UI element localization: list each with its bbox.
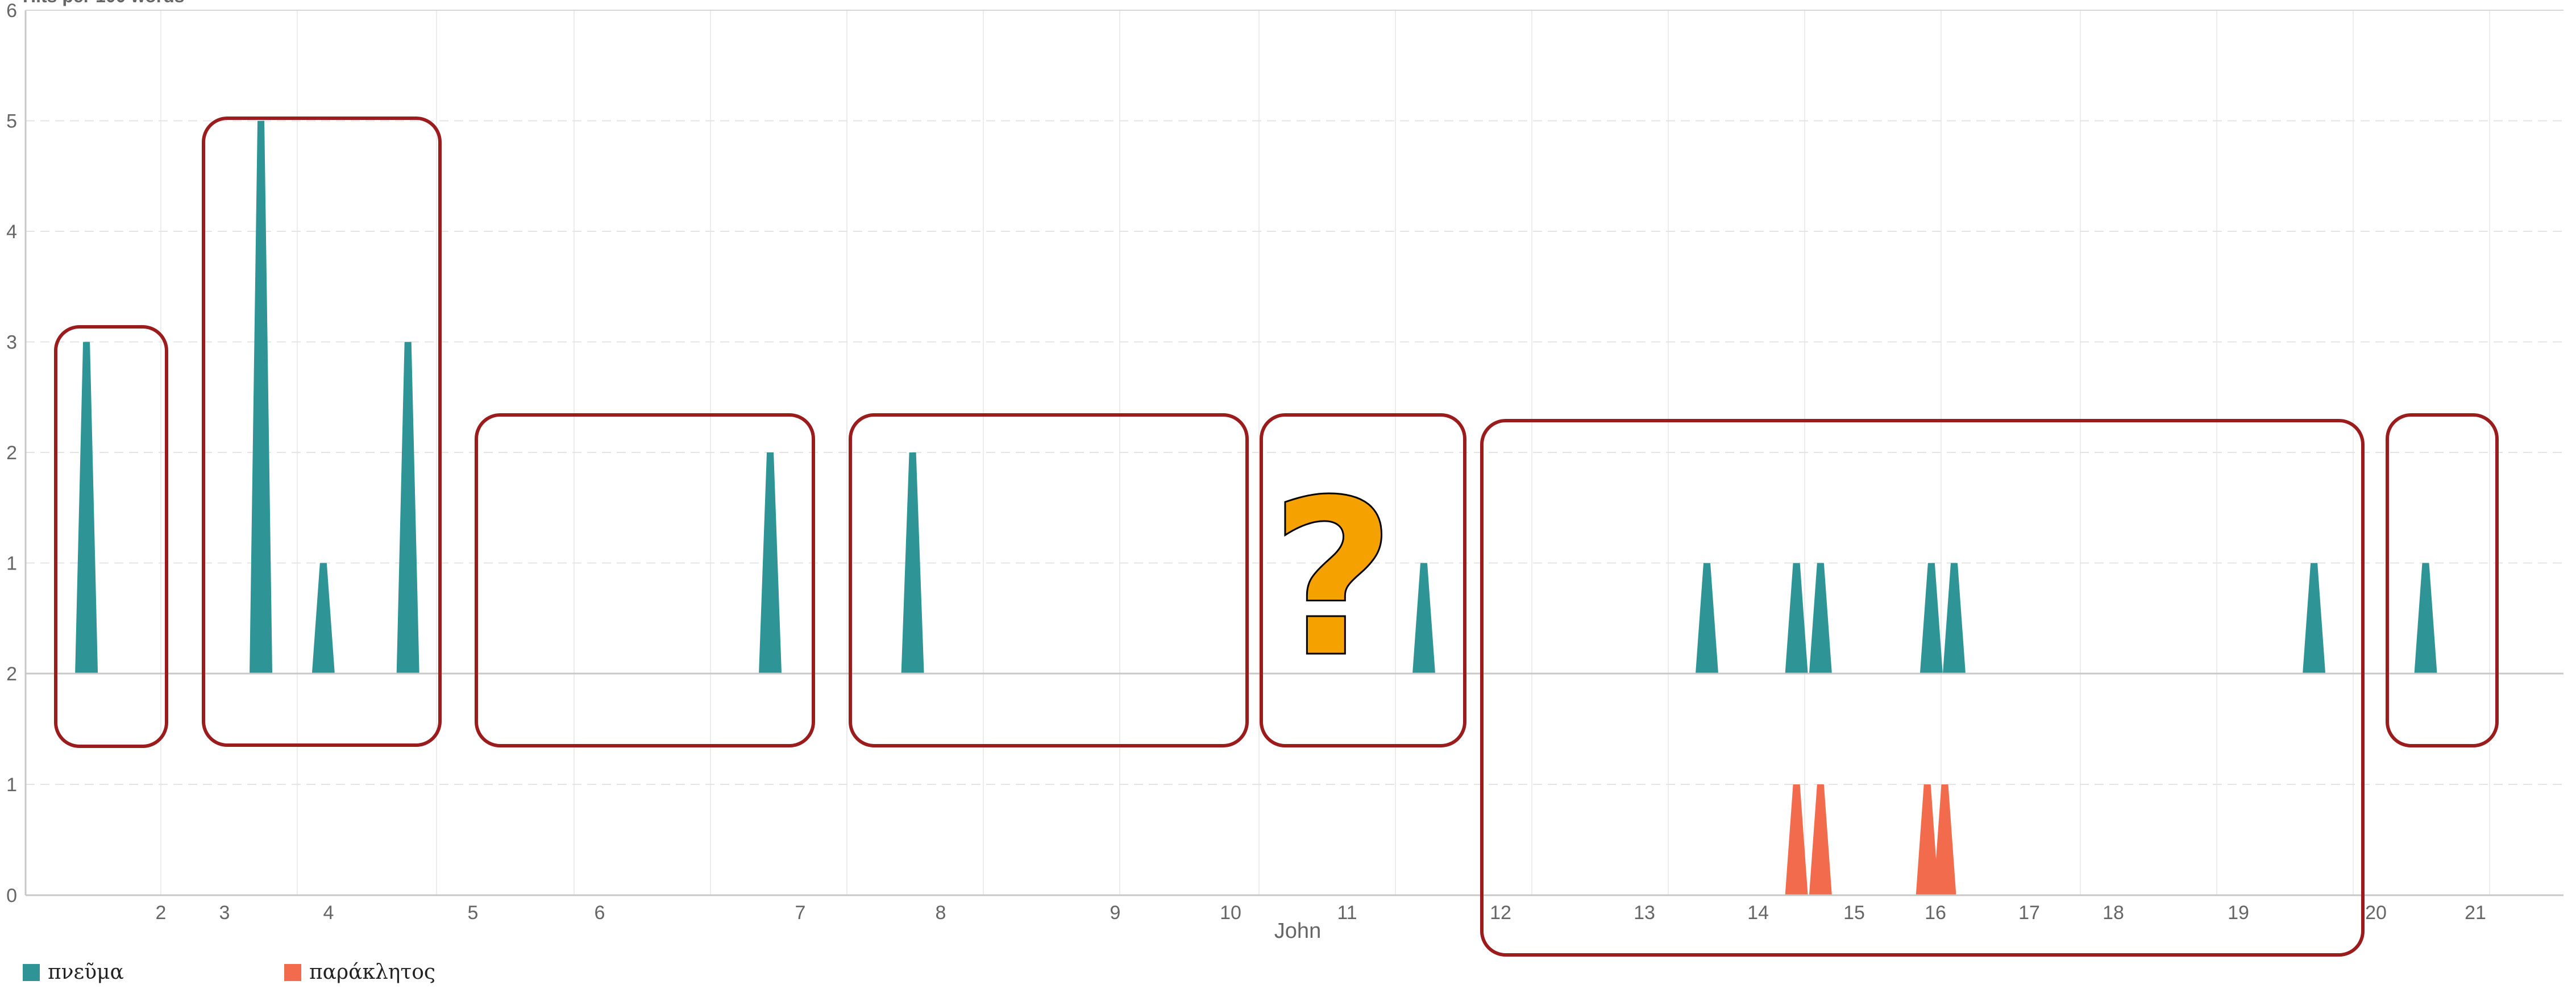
series-areas	[75, 120, 2437, 895]
x-tick-label: 4	[323, 902, 334, 924]
parakletos-spike	[1933, 784, 1956, 895]
legend: πνεῦμα παράκλητος	[23, 961, 546, 984]
parakletos-spike	[1809, 784, 1832, 895]
pneuma-spike	[1696, 563, 1718, 674]
x-tick-label: 13	[1634, 902, 1655, 924]
x-axis-title: John	[1274, 919, 1321, 943]
pneuma-spike	[759, 452, 782, 674]
pneuma-spike	[311, 563, 335, 674]
y-axis-title: Hits per 100 words	[23, 0, 185, 6]
x-tick-label: 8	[936, 902, 946, 924]
y-tick-label: 3	[6, 332, 17, 354]
parakletos-spike	[1916, 784, 1939, 895]
pneuma-spike	[1412, 563, 1435, 674]
pneuma-spike	[396, 342, 419, 674]
annotation-frame	[475, 413, 815, 747]
y-tick-label: 5	[6, 111, 17, 132]
x-tick-label: 17	[2018, 902, 2040, 924]
x-tick-label: 9	[1110, 902, 1121, 924]
x-tick-label: 6	[595, 902, 605, 924]
axes	[24, 10, 2563, 896]
grid	[26, 10, 2563, 895]
y-tick-label: 1	[6, 553, 17, 575]
x-tick-label: 12	[1490, 902, 1511, 924]
x-tick-label: 5	[468, 902, 479, 924]
pneuma-spike	[2303, 563, 2326, 674]
legend-label: πνεῦμα	[48, 961, 124, 984]
y-tick-label: 0	[6, 885, 17, 907]
x-tick-label: 15	[1843, 902, 1865, 924]
annotation-frame	[1260, 413, 1466, 747]
x-tick-label: 3	[219, 902, 230, 924]
legend-item-pneuma[interactable]: πνεῦμα	[23, 961, 284, 984]
x-tick-label: 11	[1337, 902, 1357, 924]
annotation-frame	[2386, 413, 2499, 747]
pneuma-spike	[2414, 563, 2437, 674]
pneuma-spike	[1919, 563, 1943, 674]
annotation-frame	[849, 413, 1249, 747]
pneuma-spike	[901, 452, 924, 674]
pneuma-spike	[75, 342, 98, 674]
y-tick-label: 2	[6, 663, 17, 685]
question-mark-glyph: ?	[1270, 453, 1395, 705]
x-tick-label: 19	[2228, 902, 2249, 924]
legend-label: παράκλητος	[309, 961, 436, 984]
legend-swatch	[23, 963, 40, 981]
x-tick-label: 16	[1925, 902, 1946, 924]
annotation-frame	[202, 117, 442, 747]
x-tick-label: 20	[2365, 902, 2387, 924]
pneuma-spike	[250, 120, 273, 674]
x-tick-label: 2	[156, 902, 167, 924]
annotation-frame	[1480, 419, 2365, 957]
pneuma-spike	[1943, 563, 1966, 674]
x-tick-label: 18	[2103, 902, 2124, 924]
x-tick-label: 21	[2465, 902, 2486, 924]
annotation-frames	[54, 117, 2499, 957]
legend-swatch	[284, 963, 301, 981]
annotation-frame	[54, 325, 168, 748]
parakletos-spike	[1785, 784, 1808, 895]
x-tick-label: 10	[1220, 902, 1241, 924]
legend-item-parakletos[interactable]: παράκλητος	[284, 961, 546, 984]
pneuma-spike	[1809, 563, 1832, 674]
y-tick-label: 6	[6, 0, 17, 22]
x-tick-label: 14	[1747, 902, 1769, 924]
y-tick-label: 1	[6, 774, 17, 796]
question-mark-annotation: ?	[1269, 452, 1396, 706]
y-tick-label: 4	[6, 221, 17, 243]
y-tick-label: 2	[6, 442, 17, 464]
pneuma-spike	[1785, 563, 1808, 674]
x-tick-label: 7	[795, 902, 806, 924]
